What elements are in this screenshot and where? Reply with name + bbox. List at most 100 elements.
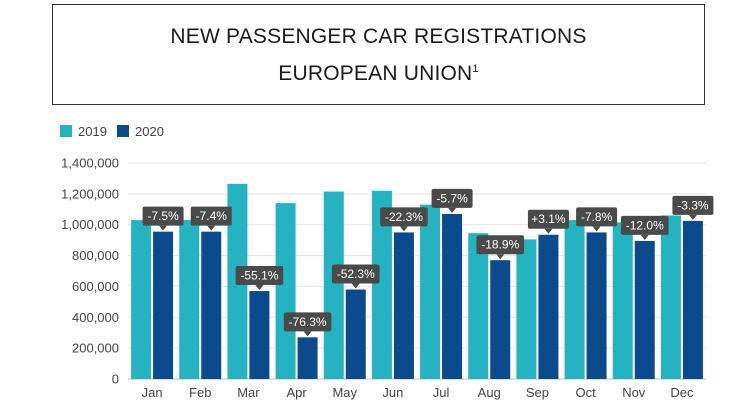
change-label: -22.3% [380, 207, 428, 232]
x-tick-label: Jul [433, 385, 450, 400]
bar-2020-oct [586, 232, 607, 379]
bar-2020-feb [201, 231, 222, 379]
change-label-pointer [496, 254, 505, 260]
y-tick-label: 200,000 [72, 341, 119, 356]
y-tick-label: 1,400,000 [61, 156, 119, 171]
change-label-pointer [207, 225, 216, 231]
change-label-box [283, 312, 332, 332]
bar-2019-nov [612, 222, 633, 379]
chart-title-region: EUROPEAN UNION [278, 61, 473, 85]
x-tick-label: Apr [286, 385, 307, 400]
y-tick-label: 0 [112, 372, 119, 387]
change-label-box [527, 209, 569, 229]
bar-2019-dec [660, 215, 681, 379]
chart-title-line-2: EUROPEAN UNION1 [278, 53, 479, 90]
bar-2019-feb [179, 220, 200, 379]
y-tick-label: 1,000,000 [61, 217, 119, 232]
change-label: -55.1% [235, 266, 284, 291]
x-tick-label: Mar [237, 385, 260, 400]
change-label-text: -76.3% [289, 315, 327, 329]
x-tick-label: Aug [478, 385, 501, 400]
change-label-text: -12.0% [626, 218, 664, 232]
bar-2019-jan [131, 220, 152, 379]
change-label-box [331, 264, 380, 284]
legend-swatch-2019 [60, 125, 72, 137]
y-tick-label: 400,000 [72, 310, 119, 325]
y-tick-label: 600,000 [72, 279, 119, 294]
bar-2019-oct [564, 220, 585, 379]
x-tick-label: Dec [670, 385, 694, 400]
change-label-pointer [688, 214, 697, 220]
change-label: -5.7% [431, 188, 473, 213]
bar-2020-may [345, 289, 366, 379]
change-label: -12.0% [620, 215, 669, 240]
bar-2019-sep [516, 239, 537, 379]
legend-label-2019: 2019 [78, 124, 107, 139]
change-labels: -7.5% -7.4% -55.1% -76.3% -52.3% -22.3% -5.7% -… [142, 188, 714, 337]
bar-2020-apr [297, 337, 318, 379]
change-label-pointer [448, 207, 457, 213]
change-label-pointer [399, 226, 408, 232]
bar-2020-mar [249, 291, 270, 379]
title-footnote-marker: 1 [472, 62, 479, 75]
change-label-box [476, 235, 525, 255]
bar-2020-aug [490, 260, 511, 379]
bar-2020-nov [634, 240, 655, 379]
y-tick-label: 800,000 [72, 248, 119, 263]
legend: 2019 2020 [60, 124, 164, 139]
change-label-text: -7.5% [147, 209, 179, 223]
change-label-text: -7.8% [581, 210, 613, 224]
y-tick-label: 1,200,000 [61, 186, 119, 201]
bar-2020-dec [682, 220, 703, 379]
legend-label-2020: 2020 [135, 124, 164, 139]
change-label-text: -55.1% [240, 269, 278, 283]
bar-2019-jul [420, 204, 441, 379]
change-label-text: -7.4% [196, 209, 228, 223]
change-label: -7.8% [576, 207, 618, 232]
x-tick-label: May [332, 385, 357, 400]
legend-swatch-2020 [117, 125, 129, 137]
bar-2020-jul [442, 213, 463, 379]
change-label-box [235, 266, 284, 286]
change-label-box [620, 215, 669, 235]
change-label-box [672, 195, 714, 215]
change-label: -52.3% [331, 264, 380, 289]
bar-2019-apr [275, 203, 296, 379]
x-tick-label: Nov [622, 385, 646, 400]
change-label-text: -5.7% [436, 191, 468, 205]
change-label: -18.9% [476, 235, 525, 260]
change-label-pointer [159, 225, 168, 231]
y-axis-ticks: 0 200,000 400,000 600,000 800,000 1,000,000 1,… [61, 156, 119, 387]
chart-title-box: NEW PASSENGER CAR REGISTRATIONS EUROPEAN… [52, 4, 705, 105]
bar-2020-jun [393, 232, 414, 379]
change-label-pointer [640, 234, 649, 240]
x-tick-label: Feb [189, 385, 211, 400]
change-label-pointer [303, 331, 312, 337]
change-label-box [431, 188, 473, 208]
change-label-pointer [351, 283, 360, 289]
change-label-text: -3.3% [677, 198, 709, 212]
x-tick-label: Sep [526, 385, 549, 400]
change-label: +3.1% [527, 209, 569, 234]
change-label: -3.3% [672, 195, 714, 220]
change-label-box [142, 206, 184, 226]
bar-2019-aug [468, 233, 489, 379]
change-label-text: -22.3% [385, 210, 423, 224]
change-label-pointer [592, 226, 601, 232]
x-axis-ticks: Jan Feb Mar Apr May Jun Jul Aug Sep Oct Nov Dec [142, 385, 694, 400]
chart-title-line-1: NEW PASSENGER CAR REGISTRATIONS [170, 24, 587, 48]
bar-2019-may [323, 191, 344, 379]
x-tick-label: Oct [575, 385, 596, 400]
bar-2020-jan [153, 231, 174, 379]
change-label-pointer [255, 285, 264, 291]
change-label: -7.5% [142, 206, 184, 231]
change-label: -76.3% [283, 312, 332, 337]
change-label-box [380, 207, 428, 227]
change-label-box [190, 206, 232, 226]
change-label-box [576, 207, 618, 227]
change-label-text: -52.3% [337, 267, 375, 281]
x-tick-label: Jun [382, 385, 403, 400]
change-label-text: -18.9% [481, 238, 519, 252]
change-label-text: +3.1% [531, 212, 566, 226]
